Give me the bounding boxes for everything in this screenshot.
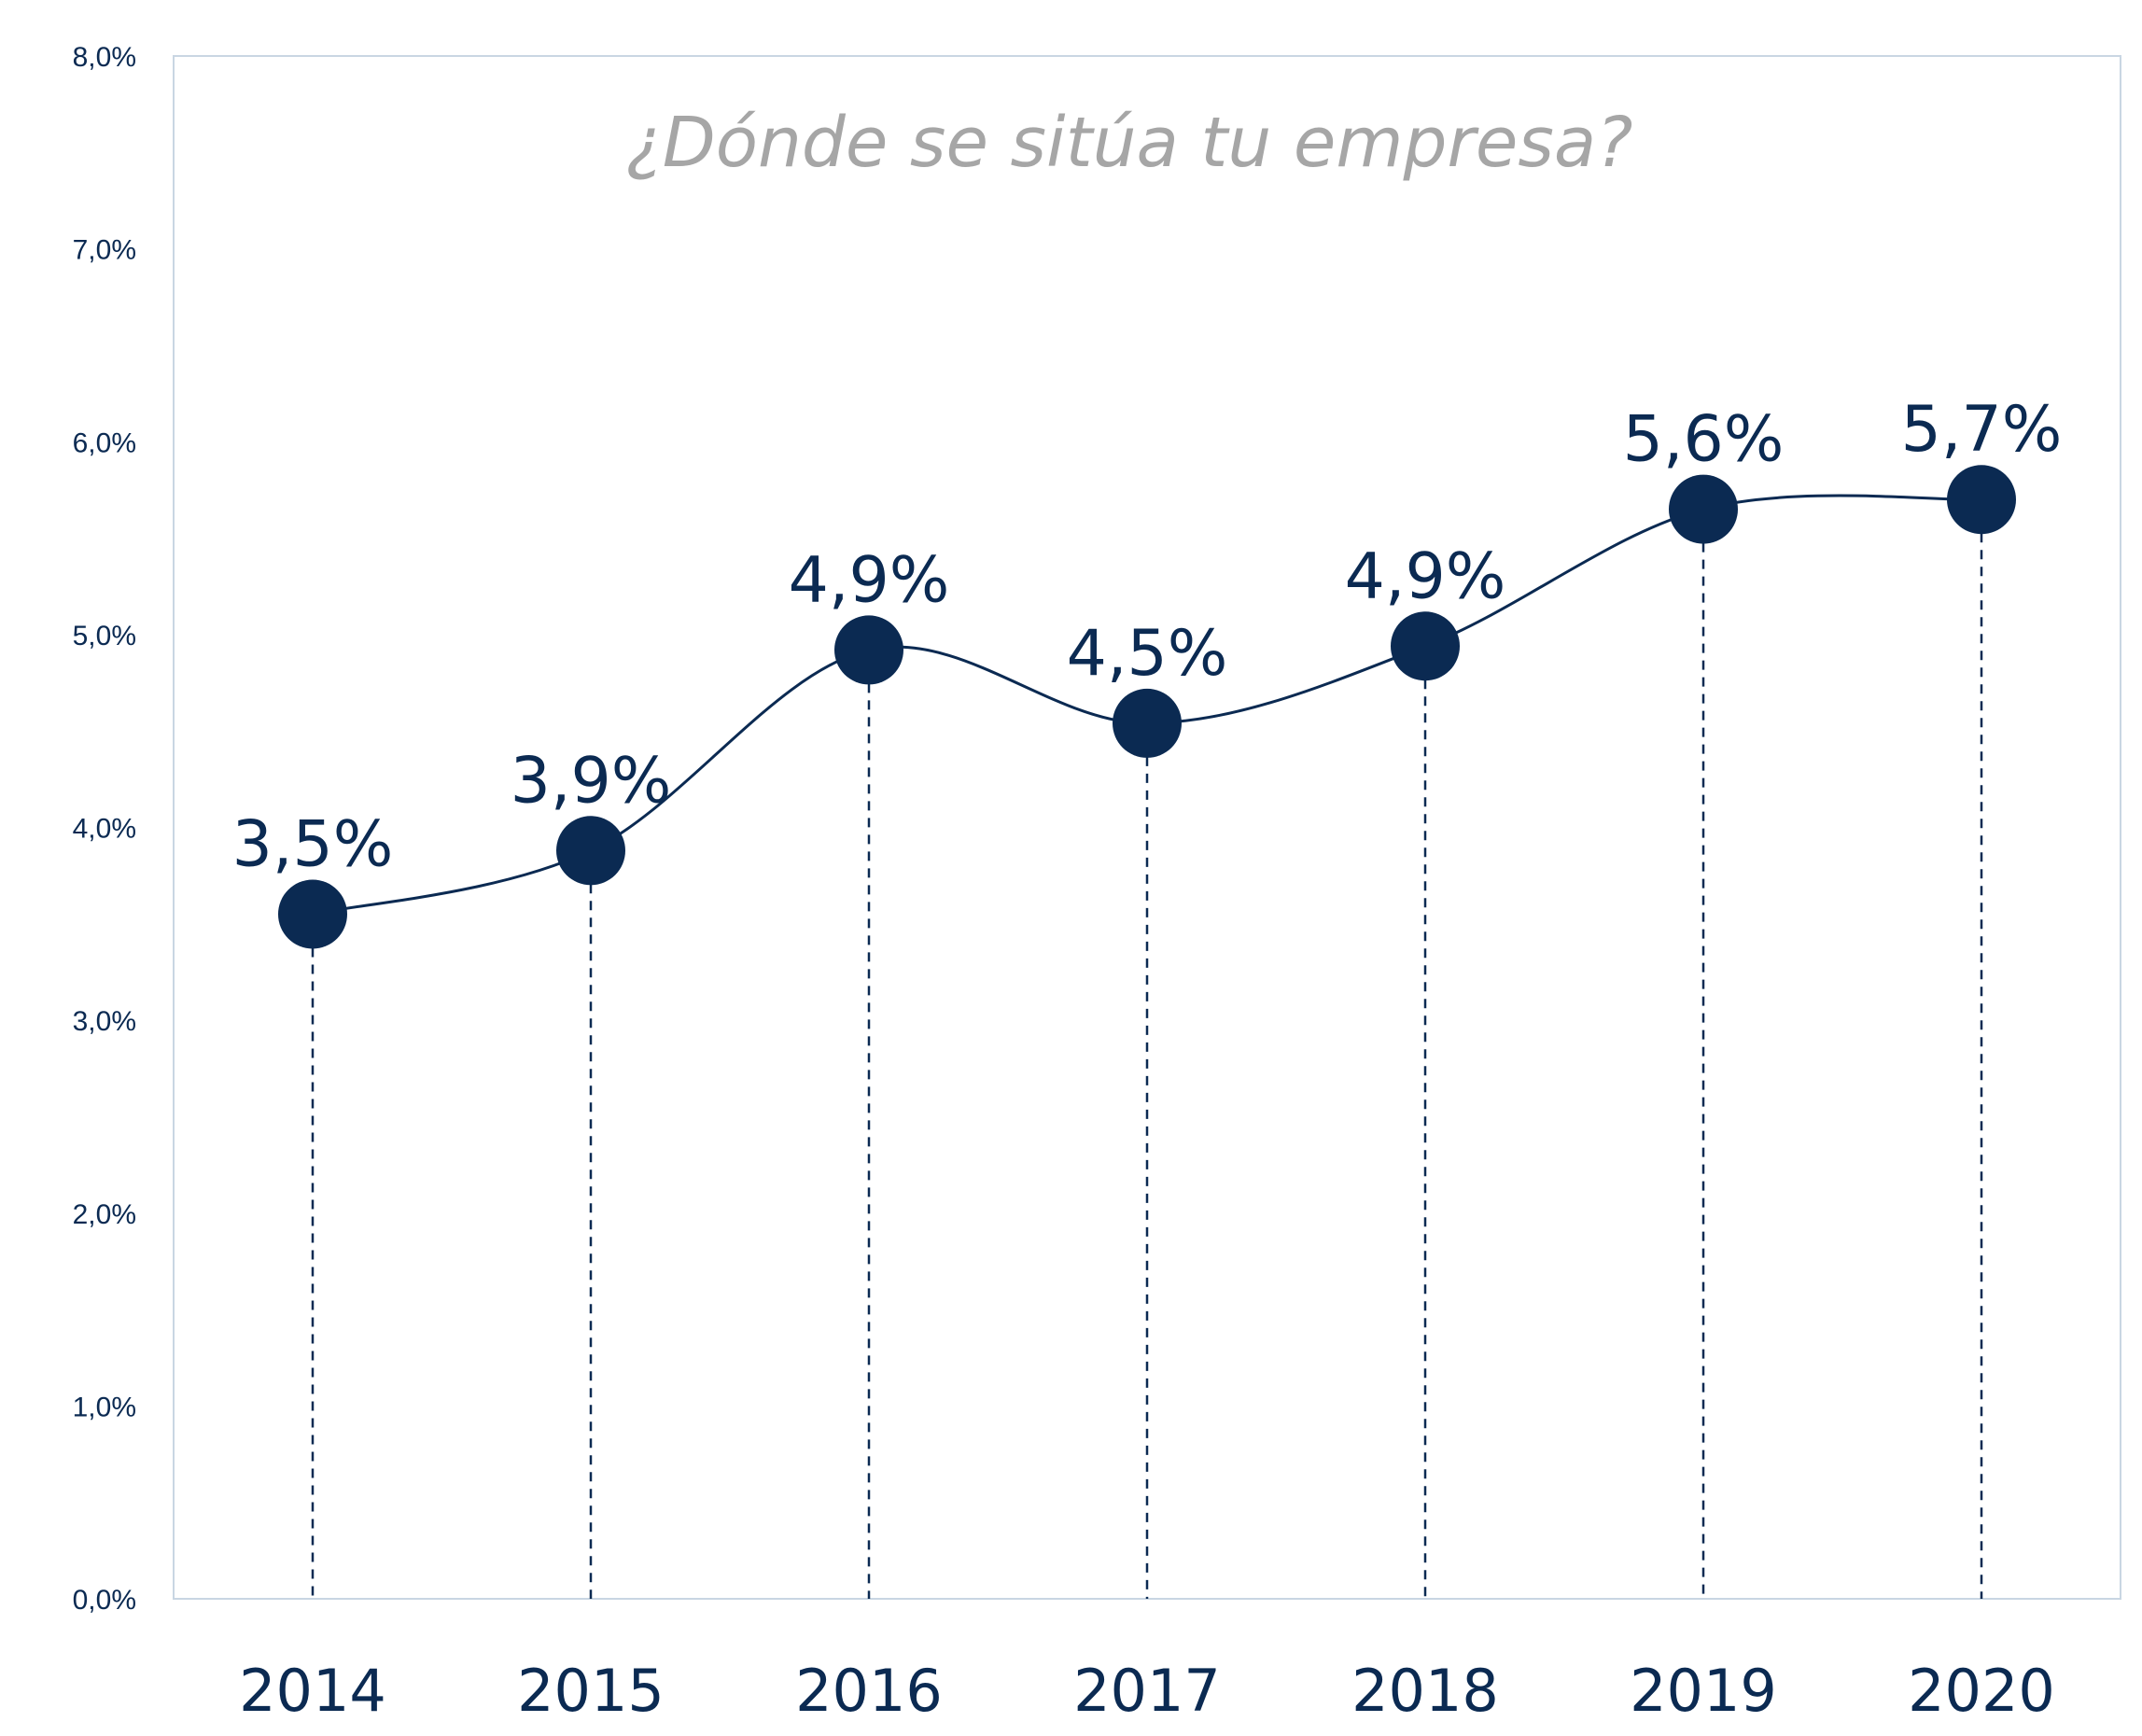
data-point (1947, 465, 2016, 535)
x-axis-ticks: 2014 2015 2016 2017 2018 2019 2020 (239, 1657, 2055, 1725)
data-point (834, 615, 903, 685)
y-tick-label: 1,0% (73, 1392, 136, 1422)
y-axis-ticks: 0,0% 1,0% 2,0% 3,0% 4,0% 5,0% 6,0% 7,0% 8,0% (73, 42, 136, 1616)
data-point (1113, 688, 1182, 758)
data-label: 5,7% (1901, 393, 2063, 467)
y-tick-label: 6,0% (73, 427, 136, 458)
data-label: 4,5% (1067, 617, 1228, 691)
data-label: 4,9% (1345, 539, 1506, 613)
data-point (556, 816, 625, 886)
x-tick-label: 2020 (1908, 1657, 2055, 1725)
data-point (1669, 474, 1738, 544)
data-point (1391, 611, 1460, 681)
x-tick-label: 2019 (1630, 1657, 1777, 1725)
y-tick-label: 2,0% (73, 1199, 136, 1230)
data-label: 4,9% (789, 543, 950, 617)
data-point (278, 879, 347, 949)
drop-lines (311, 499, 1983, 1599)
y-tick-label: 4,0% (73, 814, 136, 845)
x-tick-label: 2017 (1073, 1657, 1221, 1725)
data-label: 3,9% (511, 744, 672, 818)
data-label: 3,5% (232, 807, 394, 881)
x-tick-label: 2014 (239, 1657, 386, 1725)
data-points (278, 465, 2016, 949)
x-tick-label: 2016 (795, 1657, 943, 1725)
chart-title: ¿Dónde se sitúa tu empresa? (625, 103, 1632, 183)
data-label: 5,6% (1623, 403, 1785, 477)
data-labels: 3,5% 3,9% 4,9% 4,5% 4,9% 5,6% 5,7% (232, 393, 2063, 881)
y-tick-label: 7,0% (73, 235, 136, 266)
x-tick-label: 2015 (517, 1657, 665, 1725)
y-tick-label: 8,0% (73, 42, 136, 73)
y-tick-label: 0,0% (73, 1585, 136, 1616)
x-tick-label: 2018 (1351, 1657, 1499, 1725)
y-tick-label: 3,0% (73, 1006, 136, 1037)
y-tick-label: 5,0% (73, 621, 136, 651)
